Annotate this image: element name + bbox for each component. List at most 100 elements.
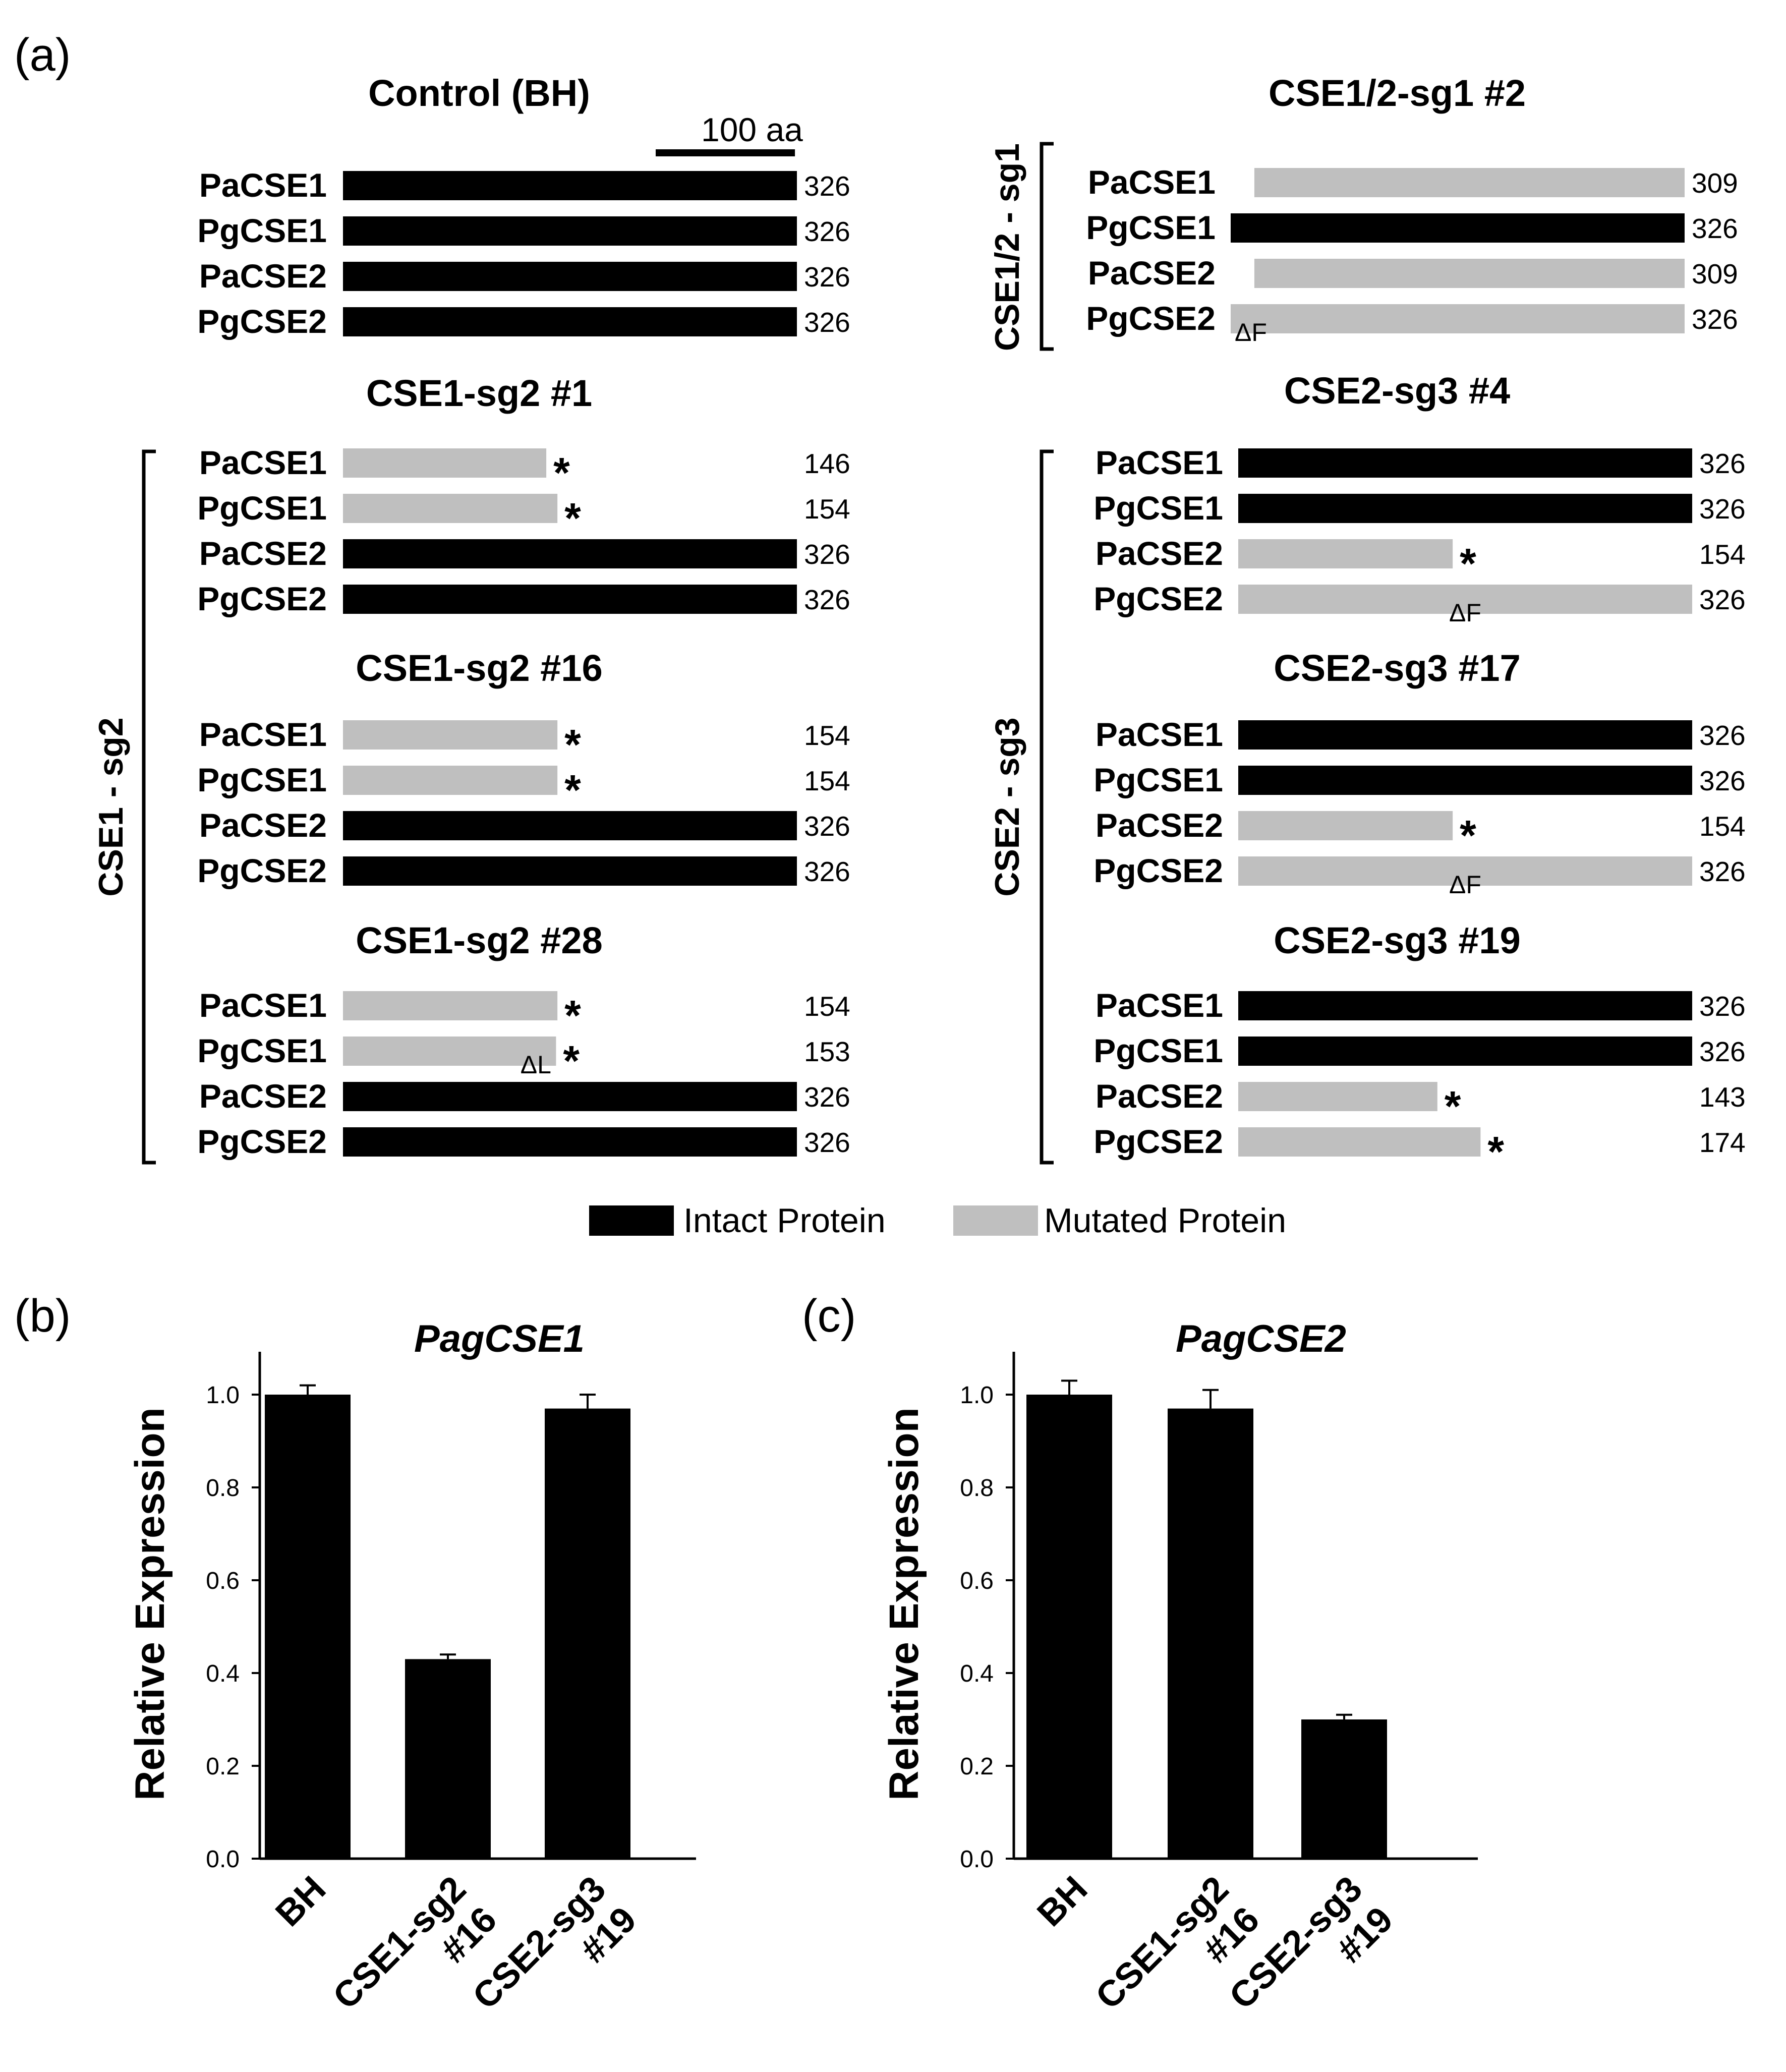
protein-length: 326 — [1692, 213, 1738, 244]
stop-codon-marker: * — [564, 992, 581, 1039]
group-title: CSE2-sg3 #17 — [1274, 647, 1521, 689]
group-title: CSE2-sg3 #19 — [1274, 919, 1521, 961]
mutated-protein-bar — [1238, 539, 1453, 568]
chart-title: PagCSE2 — [1176, 1317, 1346, 1360]
group-title: CSE2-sg3 #4 — [1284, 370, 1510, 412]
stop-codon-marker: * — [1445, 1082, 1461, 1130]
bracket-cse1-sg2: CSE1 - sg2 — [92, 449, 156, 1165]
deletion-marker: ΔL — [521, 1051, 551, 1079]
intact-protein-bar — [343, 262, 797, 291]
protein-length: 154 — [804, 720, 850, 751]
protein-length: 326 — [1699, 991, 1746, 1022]
protein-name: PgCSE1 — [1086, 209, 1216, 246]
protein-length: 326 — [1699, 1036, 1746, 1067]
bracket-cse2-sg3: CSE2 - sg3 — [988, 449, 1054, 1165]
protein-name: PaCSE1 — [199, 716, 327, 753]
y-axis-label: Relative Expression — [881, 1407, 927, 1800]
legend-label: Mutated Protein — [1044, 1201, 1286, 1240]
stop-codon-marker: * — [563, 1037, 580, 1084]
x-tick-label: CSE2-sg3#19 — [465, 1869, 644, 2048]
protein-length: 326 — [804, 584, 850, 615]
group-title: CSE1-sg2 #16 — [356, 647, 603, 689]
protein-length: 153 — [804, 1036, 850, 1067]
protein-length: 326 — [1699, 720, 1746, 751]
panel-label: (c) — [802, 1290, 856, 1342]
panel-label-a: (a) — [14, 29, 71, 81]
protein-name: PgCSE1 — [197, 212, 327, 249]
mutated-protein-bar — [343, 494, 558, 523]
protein-length: 154 — [804, 991, 850, 1022]
protein-name: PgCSE2 — [1086, 300, 1216, 337]
mutated-protein-bar — [1231, 304, 1685, 333]
group-title: CSE1-sg2 #28 — [356, 919, 603, 961]
x-tick-label: BH — [268, 1869, 333, 1934]
intact-protein-bar — [343, 307, 797, 336]
protein-length: 326 — [804, 539, 850, 570]
protein-length: 154 — [804, 765, 850, 796]
y-tick-label: 0.6 — [960, 1568, 994, 1594]
protein-group: CSE1-sg2 #1 PaCSE1 146 * PgCSE1 154 * PaCSE2 326… — [197, 372, 850, 617]
y-tick-label: 0.4 — [206, 1660, 240, 1687]
intact-protein-bar — [1231, 213, 1685, 243]
y-tick-label: 0.8 — [206, 1475, 240, 1502]
legend-swatch — [589, 1205, 674, 1236]
protein-name: PgCSE2 — [197, 852, 327, 889]
bar — [1168, 1408, 1253, 1859]
intact-protein-bar — [343, 539, 797, 568]
protein-length: 326 — [804, 170, 850, 202]
legend-swatch — [953, 1205, 1038, 1236]
y-axis-label: Relative Expression — [127, 1407, 173, 1800]
protein-name: PaCSE1 — [199, 166, 327, 204]
y-tick-label: 0.8 — [960, 1475, 994, 1502]
y-tick-label: 1.0 — [960, 1382, 994, 1409]
protein-length: 326 — [1699, 765, 1746, 796]
stop-codon-marker: * — [1460, 540, 1476, 587]
stop-codon-marker: * — [1460, 812, 1476, 859]
protein-length: 143 — [1699, 1081, 1746, 1113]
x-tick-label: CSE2-sg3#19 — [1222, 1869, 1401, 2048]
mutated-protein-bar — [343, 766, 558, 795]
intact-protein-bar — [343, 585, 797, 614]
protein-name: PgCSE1 — [1093, 1032, 1223, 1069]
stop-codon-marker: * — [564, 766, 581, 814]
intact-protein-bar — [343, 811, 797, 840]
mutated-protein-bar — [1238, 1127, 1481, 1157]
stop-codon-marker: * — [564, 721, 581, 768]
bracket-label: CSE1 - sg2 — [92, 717, 130, 896]
bar — [545, 1408, 630, 1859]
mutated-protein-bar — [343, 1037, 556, 1066]
bar — [1026, 1395, 1112, 1859]
protein-name: PaCSE1 — [199, 444, 327, 481]
protein-length: 326 — [1699, 448, 1746, 479]
protein-group: CSE2-sg3 #4 PaCSE1 326 PgCSE1 326 PaCSE2 154 * P… — [1093, 370, 1746, 627]
protein-group: CSE1-sg2 #16 PaCSE1 154 * PgCSE1 154 * PaCSE2 32… — [197, 647, 850, 889]
bar — [405, 1659, 491, 1859]
bar — [265, 1395, 351, 1859]
protein-length: 154 — [1699, 539, 1746, 570]
bracket-label: CSE1/2 - sg1 — [988, 143, 1026, 351]
mutated-protein-bar — [343, 448, 547, 478]
protein-length: 326 — [804, 261, 850, 293]
protein-name: PaCSE2 — [1096, 807, 1223, 844]
intact-protein-bar — [343, 1082, 797, 1111]
y-tick-label: 0.0 — [206, 1846, 240, 1873]
x-tick-label: BH — [1029, 1869, 1095, 1934]
deletion-marker: ΔF — [1449, 871, 1481, 899]
bracket-label: CSE2 - sg3 — [988, 717, 1026, 896]
deletion-marker: ΔF — [1235, 318, 1267, 347]
protein-group: CSE2-sg3 #19 PaCSE1 326 PgCSE1 326 PaCSE2 143 *… — [1093, 919, 1746, 1175]
protein-name: PaCSE1 — [1096, 987, 1223, 1024]
bar-chart: (b) PagCSE1 0.0 0.2 0.4 0.6 0.8 1.0 Relative Exp… — [14, 1290, 696, 2048]
protein-name: PgCSE1 — [197, 489, 327, 527]
group-title: Control (BH) — [368, 72, 590, 114]
mutated-protein-bar — [1254, 259, 1685, 288]
legend-label: Intact Protein — [683, 1201, 886, 1240]
bar-chart: (c) PagCSE2 0.0 0.2 0.4 0.6 0.8 1.0 Relative Exp… — [802, 1290, 1478, 2048]
mutated-protein-bar — [343, 991, 558, 1020]
intact-protein-bar — [343, 1127, 797, 1157]
intact-protein-bar — [1238, 720, 1692, 750]
mutated-protein-bar — [1238, 585, 1692, 614]
protein-length: 174 — [1699, 1127, 1746, 1158]
protein-length: 326 — [804, 1127, 850, 1158]
protein-name: PaCSE2 — [199, 257, 327, 295]
